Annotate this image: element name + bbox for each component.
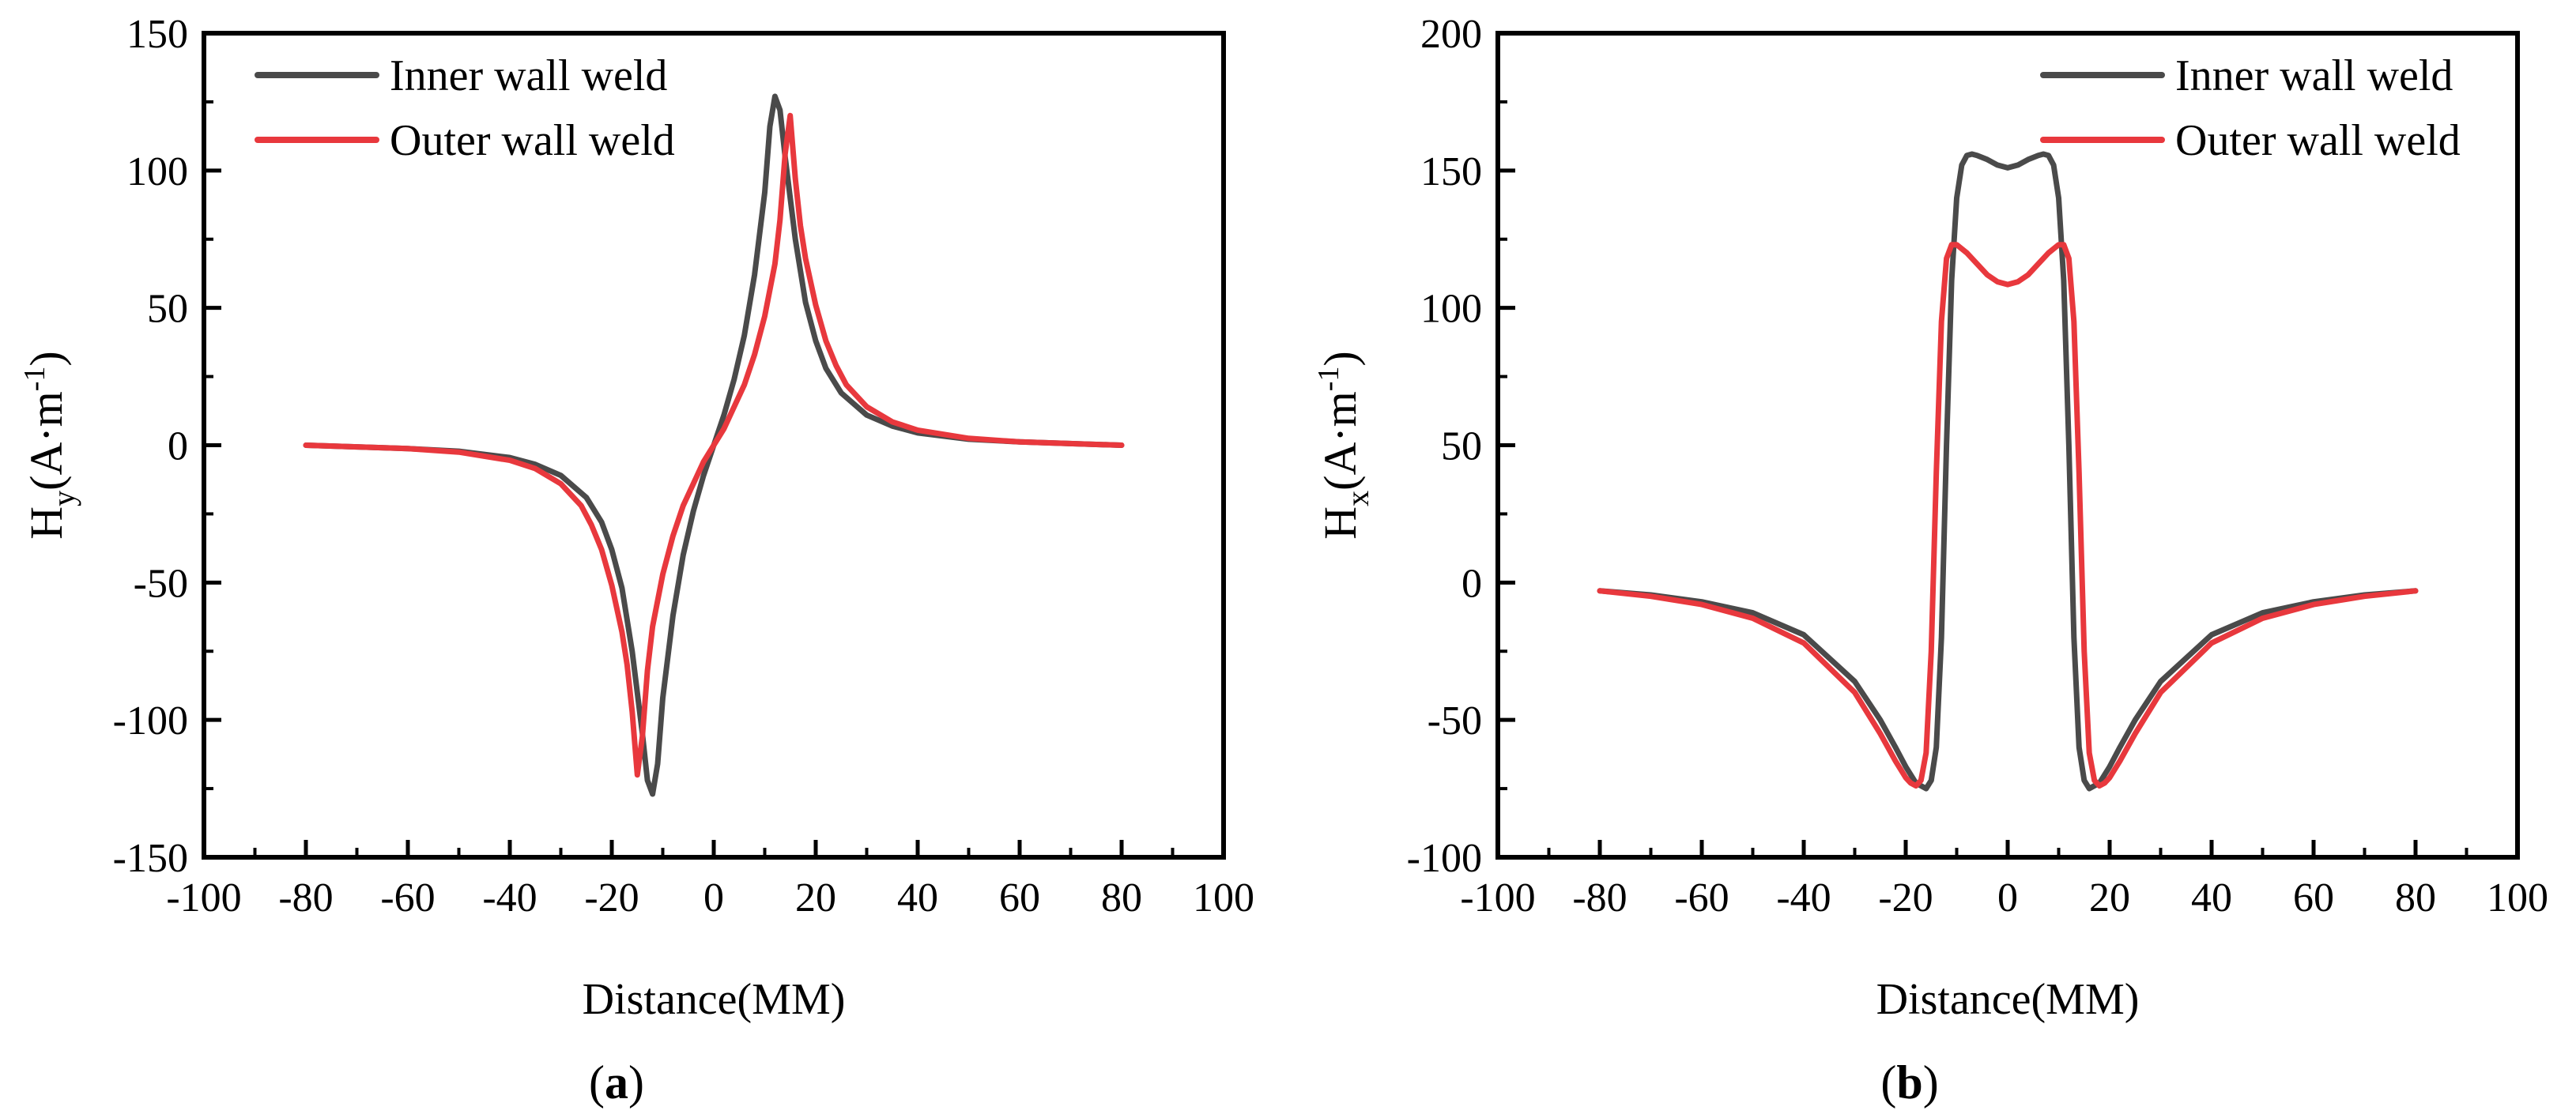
x-tick-label: 100	[2487, 875, 2548, 920]
series-line-inner-wall-weld	[1597, 151, 2419, 792]
y-axis-label-superscript: -1	[18, 367, 51, 392]
y-axis-label-main: H	[1314, 506, 1366, 540]
x-tick-label: -40	[1776, 875, 1831, 920]
x-tick-label: 0	[1997, 875, 2018, 920]
x-tick-label: 100	[1193, 875, 1254, 920]
panel-label-letter: a	[605, 1056, 628, 1109]
x-tick-label: 80	[1101, 875, 1142, 920]
x-tick-label: -80	[278, 875, 333, 920]
y-tick-label: 150	[126, 12, 188, 57]
y-tick-label: -100	[1407, 836, 1482, 881]
series-line-outer-wall-weld	[1597, 242, 2419, 789]
panel-label: (a)	[589, 1056, 644, 1109]
x-tick-label: -20	[584, 875, 639, 920]
x-tick-label: 60	[2293, 875, 2334, 920]
panel-label-close-paren: )	[628, 1056, 644, 1109]
x-tick-label: -20	[1878, 875, 1933, 920]
y-tick-label: -50	[1428, 698, 1482, 743]
y-tick-label: 200	[1420, 12, 1482, 57]
panel-label-letter: b	[1896, 1056, 1922, 1109]
legend-label-inner-wall-weld: Inner wall weld	[2175, 51, 2453, 100]
x-axis-label: Distance(MM)	[1876, 975, 2140, 1024]
y-tick-label: 50	[147, 287, 188, 332]
y-axis-label-subscript: x	[1340, 491, 1375, 506]
x-tick-label: 0	[703, 875, 724, 920]
x-axis-label: Distance(MM)	[583, 975, 846, 1024]
legend-label-inner-wall-weld: Inner wall weld	[390, 51, 667, 100]
chart-panel-b: -100 -80 -60 -40 -20 0 20 40 60 80 100 -100 -50 0 50 10…	[1312, 12, 2548, 1109]
y-axis-label-superscript: -1	[1312, 367, 1345, 392]
y-tick-label: 0	[168, 424, 188, 469]
y-axis-label: Hy(A·m-1)	[18, 351, 81, 540]
y-tick-label: 100	[1420, 287, 1482, 332]
x-tick-label: -60	[380, 875, 435, 920]
x-tick-label: -60	[1674, 875, 1729, 920]
y-axis-label: Hx(A·m-1)	[1312, 351, 1375, 540]
x-tick-label: 60	[999, 875, 1040, 920]
y-axis-label-main: H	[21, 506, 72, 540]
y-axis-label-subscript: y	[46, 491, 81, 506]
panel-label-open-paren: (	[589, 1056, 605, 1109]
y-tick-label: -150	[113, 836, 188, 881]
y-tick-label: 150	[1420, 149, 1482, 194]
y-tick-label: -50	[134, 561, 188, 606]
x-tick-label: 20	[2089, 875, 2130, 920]
panel-label-open-paren: (	[1880, 1056, 1896, 1109]
y-axis-label-close: )	[1314, 351, 1366, 366]
panel-label: (b)	[1880, 1056, 1938, 1109]
y-tick-label: 0	[1461, 561, 1482, 606]
x-tick-label: 80	[2395, 875, 2436, 920]
y-axis-label-unit: (A·m	[1314, 391, 1366, 491]
y-axis-label-unit: (A·m	[21, 391, 72, 491]
y-tick-label: -100	[113, 698, 188, 743]
y-tick-label: 50	[1441, 424, 1482, 469]
x-tick-label: 40	[897, 875, 938, 920]
chart-panel-a: -100 -80 -60 -40 -20 0 20 40 60 80 100-150-100-500…	[18, 12, 1254, 1109]
legend-label-outer-wall-weld: Outer wall weld	[390, 116, 675, 165]
legend-label-outer-wall-weld: Outer wall weld	[2175, 116, 2461, 165]
series-line-outer-wall-weld	[303, 112, 1125, 778]
x-tick-label: -100	[166, 875, 241, 920]
y-tick-label: 100	[126, 149, 188, 194]
x-tick-label: -40	[482, 875, 537, 920]
x-tick-label: -100	[1460, 875, 1535, 920]
x-tick-label: 20	[795, 875, 836, 920]
panel-label-close-paren: )	[1923, 1056, 1939, 1109]
x-tick-label: 40	[2191, 875, 2232, 920]
x-tick-label: -80	[1572, 875, 1627, 920]
y-axis-label-close: )	[21, 351, 72, 366]
